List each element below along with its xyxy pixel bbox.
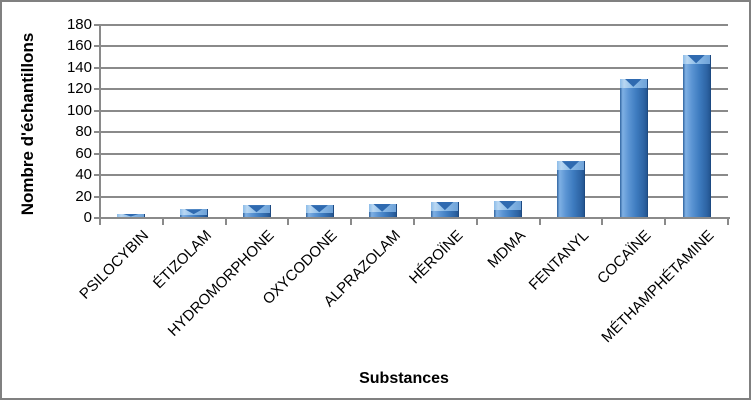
y-tick-label: 120 — [66, 80, 92, 98]
bar-bevel-notch — [499, 200, 517, 210]
bar-bevel-notch — [373, 204, 391, 212]
bar — [431, 201, 460, 218]
bar-bevel-notch — [247, 205, 266, 213]
x-axis-tick — [224, 219, 227, 225]
bar-bevel-notch — [310, 205, 328, 213]
y-tick-label: 0 — [83, 209, 92, 226]
bar-top-bevel — [494, 200, 522, 210]
x-axis-tick — [161, 219, 164, 225]
bar-bevel-notch — [185, 209, 203, 215]
bar — [494, 200, 523, 218]
bar — [682, 55, 711, 218]
y-axis-tick — [94, 45, 102, 48]
y-axis-tick — [94, 152, 102, 155]
bar-bevel-notch — [687, 55, 705, 64]
gridline — [100, 195, 728, 198]
bar-bevel-notch — [436, 201, 454, 211]
y-tick-label: 160 — [66, 37, 92, 55]
gridline — [100, 174, 728, 177]
x-axis-tick — [413, 219, 415, 225]
x-tick-label: MDMA — [484, 227, 530, 272]
y-axis-tick — [94, 88, 102, 91]
y-axis-tick — [94, 109, 102, 112]
y-axis-line — [99, 24, 101, 219]
gridline — [100, 88, 728, 91]
bar — [243, 205, 271, 218]
y-axis-tick — [94, 131, 102, 134]
bar-top-bevel — [180, 209, 208, 215]
x-axis-tick — [727, 219, 729, 225]
gridline — [100, 109, 728, 112]
x-tick-label: MÉTHAMPHÉTAMINE — [598, 227, 718, 347]
gridline — [100, 131, 728, 134]
x-axis-tick — [601, 219, 604, 225]
bar — [557, 161, 585, 218]
y-axis-title: Nombre d'échantillons — [18, 32, 37, 215]
gridline — [100, 66, 728, 69]
bar — [305, 205, 334, 218]
x-axis-tick — [350, 219, 353, 225]
y-tick-label: 40 — [75, 166, 92, 184]
gridline — [100, 24, 728, 26]
y-axis-tick — [94, 195, 102, 198]
bar — [117, 213, 146, 218]
bar-top-bevel — [117, 213, 145, 217]
x-tick-label: HYDROMORPHONE — [165, 227, 279, 340]
bar — [180, 209, 209, 218]
y-tick-label: 60 — [75, 144, 92, 162]
y-tick-label: 140 — [66, 58, 92, 76]
x-tick-label: COCAÏNE — [594, 227, 655, 288]
bar-bevel-notch — [122, 213, 140, 217]
bar-top-bevel — [243, 205, 270, 213]
x-tick-label: HÉROÏNE — [406, 227, 467, 288]
x-tick-label: ÉTIZOLAM — [150, 227, 216, 293]
bar-bevel-notch — [561, 161, 580, 170]
bar-top-bevel — [682, 55, 710, 65]
bar-top-bevel — [557, 161, 584, 171]
y-axis-tick — [94, 24, 102, 26]
x-tick-label: FENTANYL — [525, 227, 593, 294]
y-tick-label: 80 — [75, 123, 92, 141]
x-axis-title: Substances — [359, 370, 449, 387]
x-axis-tick — [538, 219, 541, 225]
bar-top-bevel — [305, 205, 333, 213]
bar-top-bevel — [619, 78, 647, 88]
x-axis-tick — [664, 219, 667, 225]
x-axis-line — [94, 217, 730, 219]
y-axis-tick — [94, 174, 102, 177]
bar — [368, 204, 397, 218]
gridline — [100, 152, 728, 155]
bar — [619, 78, 648, 218]
x-axis-tick — [475, 219, 478, 225]
x-tick-label: PSILOCYBIN — [76, 227, 153, 303]
x-axis-tick — [287, 219, 290, 225]
bar-top-bevel — [431, 201, 459, 211]
bar-top-bevel — [368, 204, 396, 213]
y-tick-label: 180 — [66, 16, 92, 33]
y-tick-label: 20 — [75, 187, 92, 205]
y-tick-label: 100 — [66, 101, 92, 119]
bar-bevel-notch — [624, 78, 642, 87]
gridline — [100, 45, 728, 48]
x-axis-tick — [99, 219, 101, 225]
y-axis-tick — [94, 66, 102, 69]
